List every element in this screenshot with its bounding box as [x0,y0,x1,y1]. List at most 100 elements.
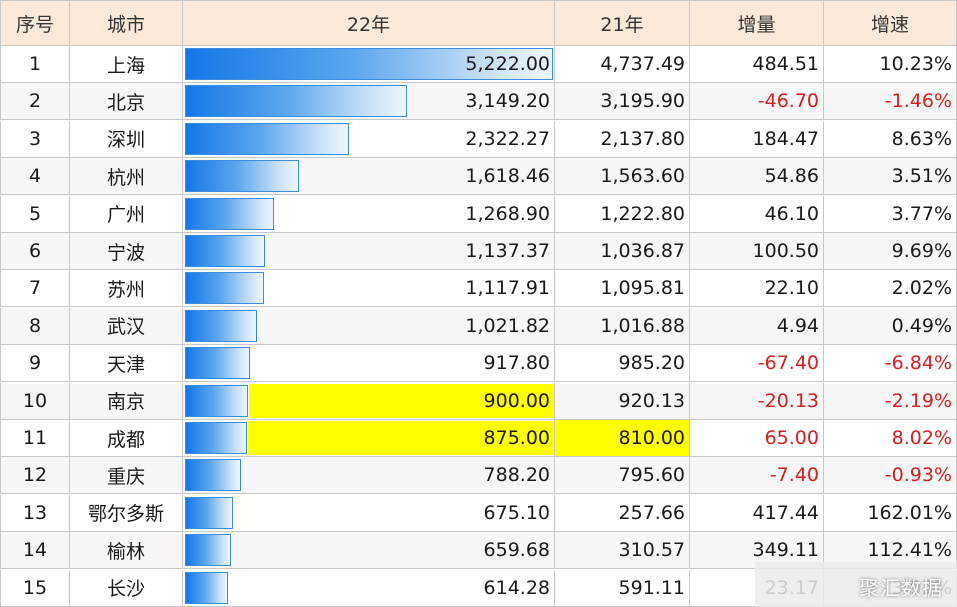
y22-header-text: 22年 [346,13,391,36]
city-cell-text: 杭州 [106,166,145,189]
y21-cell: 810.00 [555,420,690,457]
city-header: 城市 [70,0,183,46]
y22-cell: 659.68 [183,532,555,570]
increment-cell-text: -20.13 [757,389,819,412]
y21-cell-text: 310.57 [618,539,685,562]
y22-value: 788.20 [483,464,550,487]
y22-cell: 917.80 [183,345,555,383]
growth-cell-text: 10.23% [879,53,952,75]
highlight-fill [247,421,554,455]
bar [185,122,349,155]
rank-cell: 12 [0,457,70,495]
y22-cell: 3,149.20 [183,83,555,121]
watermark: 聚汇数据 [859,576,943,600]
y21-cell: 591.11 [555,569,690,607]
city-cell: 南京 [70,382,183,420]
growth-cell: 8.02% [824,420,957,457]
rank-cell-text: 3 [28,127,42,150]
rank-header-text: 序号 [15,13,54,36]
rank-cell: 6 [0,233,70,270]
rank-cell: 13 [0,494,70,532]
city-cell: 成都 [70,420,183,457]
y22-value: 1,618.46 [465,165,550,188]
rank-cell: 14 [0,532,70,570]
city-cell: 广州 [70,195,183,233]
increment-cell: 54.86 [690,158,824,196]
y21-cell-text: 1,016.88 [600,314,685,337]
rank-header: 序号 [0,0,70,46]
y22-cell: 1,021.82 [183,307,555,345]
city-cell: 重庆 [70,457,183,495]
y21-header: 21年 [555,0,690,46]
city-cell-text: 苏州 [106,278,145,301]
y21-cell: 1,563.60 [555,158,690,196]
bar [185,235,266,267]
increment-cell: -7.40 [690,457,824,495]
increment-cell-text: 417.44 [752,501,819,524]
rank-cell: 9 [0,345,70,383]
rank-cell-text: 12 [22,464,48,487]
y21-cell-text: 2,137.80 [600,127,685,150]
y21-cell: 1,036.87 [555,233,690,270]
city-cell-text: 广州 [106,204,145,227]
rank-cell: 7 [0,270,70,308]
y22-value: 1,117.91 [465,277,550,300]
increment-header: 增量 [690,0,824,46]
increment-header-text: 增量 [737,13,776,36]
increment-cell: -20.13 [690,382,824,420]
growth-cell: 8.63% [824,120,957,158]
rank-cell-text: 5 [28,202,42,225]
growth-cell-text: 162.01% [867,501,952,524]
y22-value: 675.10 [483,501,550,524]
growth-cell: -1.46% [824,83,957,121]
y22-value: 2,322.27 [465,127,550,150]
y21-cell: 1,016.88 [555,307,690,345]
city-cell-text: 宁波 [106,241,145,264]
growth-cell: 0.49% [824,307,957,345]
increment-cell-text: -7.40 [769,464,819,487]
growth-header-text: 增速 [870,13,909,36]
growth-cell-text: -0.93% [884,464,952,487]
y22-cell: 788.20 [183,457,555,495]
rank-cell-text: 9 [28,352,42,375]
city-cell-text: 南京 [106,391,145,414]
rank-cell-text: 8 [28,314,42,337]
bar [185,384,249,417]
city-cell: 上海 [70,46,183,83]
rank-cell-text: 2 [28,90,42,113]
increment-cell: 65.00 [690,420,824,457]
y21-cell: 257.66 [555,494,690,532]
city-cell-text: 长沙 [106,578,145,601]
growth-cell-text: 0.49% [891,314,952,337]
increment-cell-text: 46.10 [764,202,819,225]
y21-cell-text: 920.13 [618,389,685,412]
y22-cell: 5,222.00 [183,46,555,83]
rank-cell-text: 1 [28,53,42,75]
y22-header: 22年 [183,0,555,46]
y21-cell: 310.57 [555,532,690,570]
y21-cell: 4,737.49 [555,46,690,83]
city-cell-text: 榆林 [106,540,145,563]
increment-cell-text: 184.47 [752,127,819,150]
city-cell-text: 深圳 [106,129,145,152]
y21-cell-text: 4,737.49 [600,53,685,75]
city-cell: 武汉 [70,307,183,345]
growth-cell: 10.23% [824,46,957,83]
increment-cell-text: 484.51 [752,53,819,75]
y21-cell: 985.20 [555,345,690,383]
city-cell: 宁波 [70,233,183,270]
growth-cell-text: -1.46% [884,90,952,113]
city-cell-text: 上海 [106,54,145,77]
increment-cell: 184.47 [690,120,824,158]
y21-cell-text: 1,563.60 [600,165,685,188]
bar [185,197,275,230]
rank-cell: 3 [0,120,70,158]
highlight-fill [249,383,554,418]
rank-cell-text: 10 [22,389,48,412]
y22-value: 3,149.20 [465,90,550,113]
growth-cell-text: 9.69% [891,240,952,262]
growth-cell-text: 3.77% [891,202,952,225]
city-cell-text: 重庆 [106,465,145,488]
increment-cell: 417.44 [690,494,824,532]
city-cell-text: 武汉 [106,316,145,339]
